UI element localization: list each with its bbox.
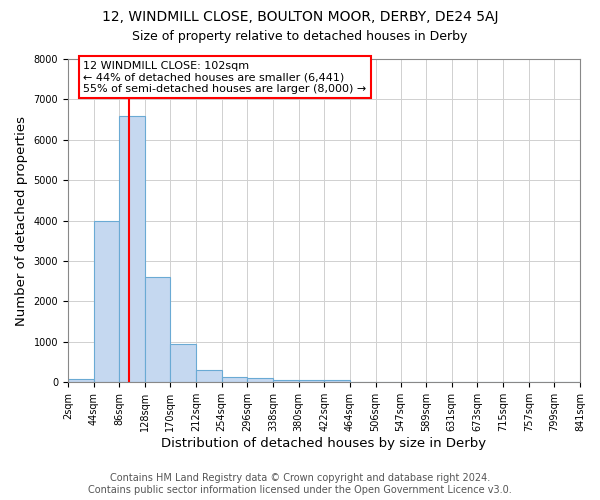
X-axis label: Distribution of detached houses by size in Derby: Distribution of detached houses by size …: [161, 437, 487, 450]
Bar: [68, 379, 94, 382]
Bar: [170, 344, 196, 382]
Bar: [299, 380, 324, 382]
Bar: [324, 380, 350, 382]
Bar: [273, 380, 299, 382]
Y-axis label: Number of detached properties: Number of detached properties: [15, 116, 28, 326]
Bar: [94, 220, 119, 382]
Bar: [196, 370, 222, 382]
Text: 12, WINDMILL CLOSE, BOULTON MOOR, DERBY, DE24 5AJ: 12, WINDMILL CLOSE, BOULTON MOOR, DERBY,…: [102, 10, 498, 24]
Bar: [222, 378, 247, 382]
Bar: [145, 277, 170, 382]
Text: 12 WINDMILL CLOSE: 102sqm
← 44% of detached houses are smaller (6,441)
55% of se: 12 WINDMILL CLOSE: 102sqm ← 44% of detac…: [83, 60, 367, 94]
Bar: [247, 378, 273, 382]
Text: Contains HM Land Registry data © Crown copyright and database right 2024.
Contai: Contains HM Land Registry data © Crown c…: [88, 474, 512, 495]
Bar: [119, 116, 145, 382]
Text: Size of property relative to detached houses in Derby: Size of property relative to detached ho…: [133, 30, 467, 43]
